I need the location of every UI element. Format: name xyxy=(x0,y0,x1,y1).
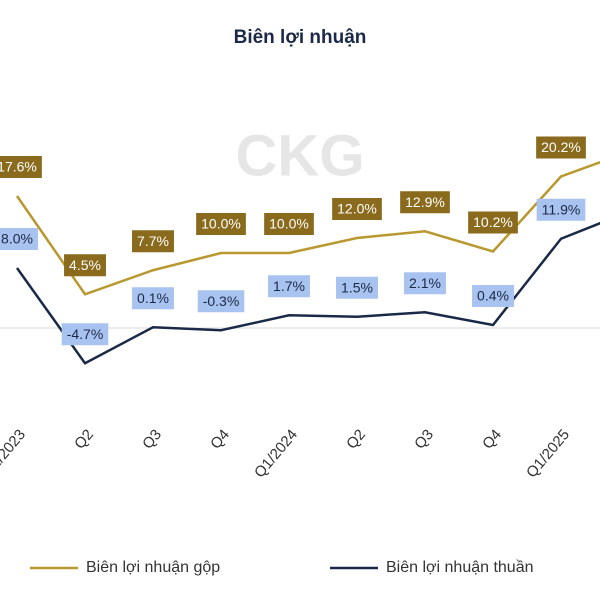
data-label: 8.0% xyxy=(0,228,38,250)
x-tick-label: Q1/2024 xyxy=(251,426,301,481)
data-label-box xyxy=(132,230,174,253)
data-label-text: 8.0% xyxy=(1,231,33,247)
data-label: 11.9% xyxy=(536,198,586,221)
data-label-box xyxy=(536,198,586,221)
data-label-box xyxy=(197,290,245,313)
data-label-box xyxy=(268,275,310,298)
data-label-text: 0.1% xyxy=(137,290,169,306)
data-label-text: 10.0% xyxy=(201,216,241,232)
data-label: 0.1% xyxy=(132,287,174,310)
x-tick-label: Q2 xyxy=(71,426,97,452)
data-label: 10.0% xyxy=(196,213,246,235)
data-label-text: 17.6% xyxy=(0,159,37,175)
data-label-box xyxy=(404,272,446,295)
data-label-box xyxy=(336,276,378,299)
data-label-text: -4.7% xyxy=(67,326,104,342)
data-label: 17.6% xyxy=(0,156,42,178)
data-label: 10.0% xyxy=(264,213,314,235)
data-label-box xyxy=(64,254,106,277)
data-label-text: 12.9% xyxy=(405,194,445,210)
data-label-box xyxy=(472,285,514,307)
data-label-text: 11.9% xyxy=(542,201,581,217)
data-label-text: 10.2% xyxy=(473,214,513,230)
data-label-text: 7.7% xyxy=(137,233,169,249)
legend-label: Biên lợi nhuận gộp xyxy=(86,559,220,576)
data-label-box xyxy=(536,136,586,159)
data-label-box xyxy=(132,287,174,310)
data-label: 10.2% xyxy=(468,211,518,234)
data-label-box xyxy=(0,228,38,250)
data-label-text: 1.5% xyxy=(341,279,373,295)
data-label-text: -0.3% xyxy=(203,293,240,309)
x-tick-label: Q2 xyxy=(343,426,369,452)
data-label-box xyxy=(0,156,42,178)
data-label-text: 20.2% xyxy=(541,139,581,155)
x-tick-label: Q3 xyxy=(139,426,165,452)
data-label: 4.5% xyxy=(64,254,106,277)
data-label: 1.7% xyxy=(268,275,310,298)
data-label: 20.2% xyxy=(536,136,586,159)
series-line xyxy=(15,221,600,365)
data-label-box xyxy=(61,323,109,346)
data-label: 0.4% xyxy=(472,285,514,307)
data-label-text: 0.4% xyxy=(477,288,509,304)
x-tick-label: Q3 xyxy=(411,426,437,452)
data-label: 1.5% xyxy=(336,276,378,299)
data-label-box xyxy=(196,213,246,235)
series-line xyxy=(15,160,600,296)
legend-label: Biên lợi nhuận thuần xyxy=(386,559,534,576)
data-label-text: 12.0% xyxy=(337,201,377,217)
x-tick-label: Q1/2023 xyxy=(0,426,29,481)
data-label: 12.0% xyxy=(332,198,382,220)
data-label-text: 4.5% xyxy=(69,257,101,273)
data-label: -4.7% xyxy=(61,323,109,346)
chart-title: Biên lợi nhuận xyxy=(234,27,367,48)
x-tick-label: Q1/2025 xyxy=(523,426,573,481)
data-label: -0.3% xyxy=(197,290,245,313)
data-label-text: 1.7% xyxy=(273,278,305,294)
data-label-box xyxy=(332,198,382,220)
x-tick-label: Q4 xyxy=(207,426,233,452)
data-label-box xyxy=(400,191,450,214)
data-label-text: 2.1% xyxy=(409,275,441,291)
x-tick-label: Q4 xyxy=(479,426,505,452)
watermark: CKG xyxy=(236,123,365,188)
data-label: 2.1% xyxy=(404,272,446,295)
data-label-text: 10.0% xyxy=(269,216,309,232)
data-label-box xyxy=(468,211,518,234)
data-label: 7.7% xyxy=(132,230,174,253)
data-label-box xyxy=(264,213,314,235)
data-label: 12.9% xyxy=(400,191,450,214)
